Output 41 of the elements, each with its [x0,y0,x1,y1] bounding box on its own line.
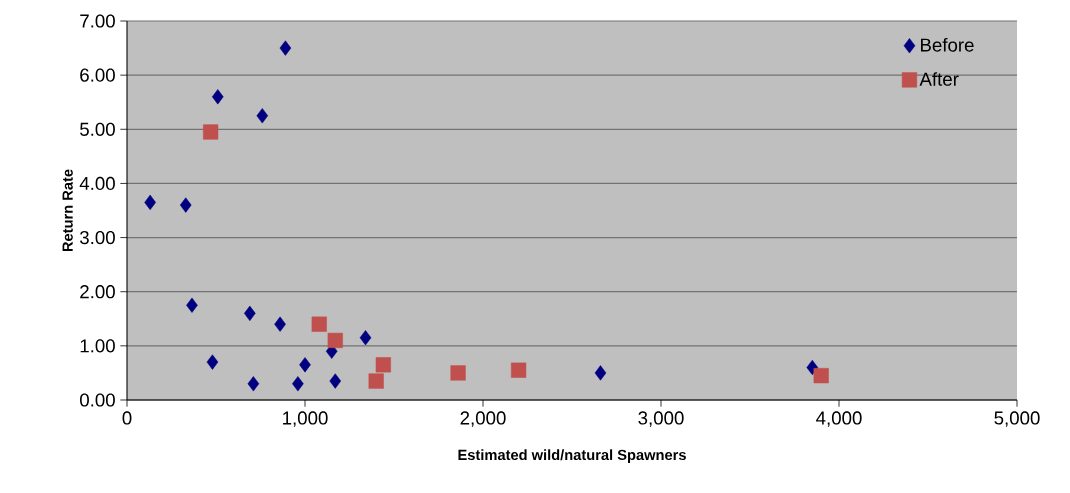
x-tick-label: 3,000 [638,411,684,427]
point [256,108,269,124]
point [594,365,607,381]
point [247,376,260,392]
point [299,357,311,373]
y-tick-label: 3.00 [80,230,115,245]
legend-label: Before [921,37,974,52]
point [311,316,327,332]
point [511,362,527,378]
y-tick-label: 0.00 [80,393,115,407]
point [212,89,224,105]
y-tick-label: 1.00 [80,339,115,353]
point [368,373,384,389]
point [179,197,192,213]
point [274,316,286,332]
x-tick-label: 1,000 [283,411,328,427]
point [327,332,343,349]
x-tick-label: 0 [122,411,132,425]
y-tick-label: 2.00 [80,285,115,299]
point [144,194,156,210]
point [206,354,219,370]
x-axis-title: Estimated wild/natural Spawners [458,449,686,463]
point [329,373,342,389]
legend-label: After [919,72,959,86]
x-tick-label: 4,000 [816,411,862,427]
point [244,305,256,321]
y-tick-label: 5.00 [80,122,115,136]
point [203,124,219,140]
point [292,376,304,392]
x-tick-label: 5,000 [994,411,1040,427]
point [375,357,391,373]
point [450,365,466,381]
point [186,297,198,313]
point [359,330,372,346]
y-tick-label: 6.00 [80,68,115,82]
x-tick-label: 2,000 [460,411,506,427]
y-tick-label: 7.00 [80,14,115,28]
y-tick-label: 4.00 [79,176,115,191]
point [279,40,292,56]
point [813,368,829,384]
y-axis-title: Return Rate [62,169,73,252]
